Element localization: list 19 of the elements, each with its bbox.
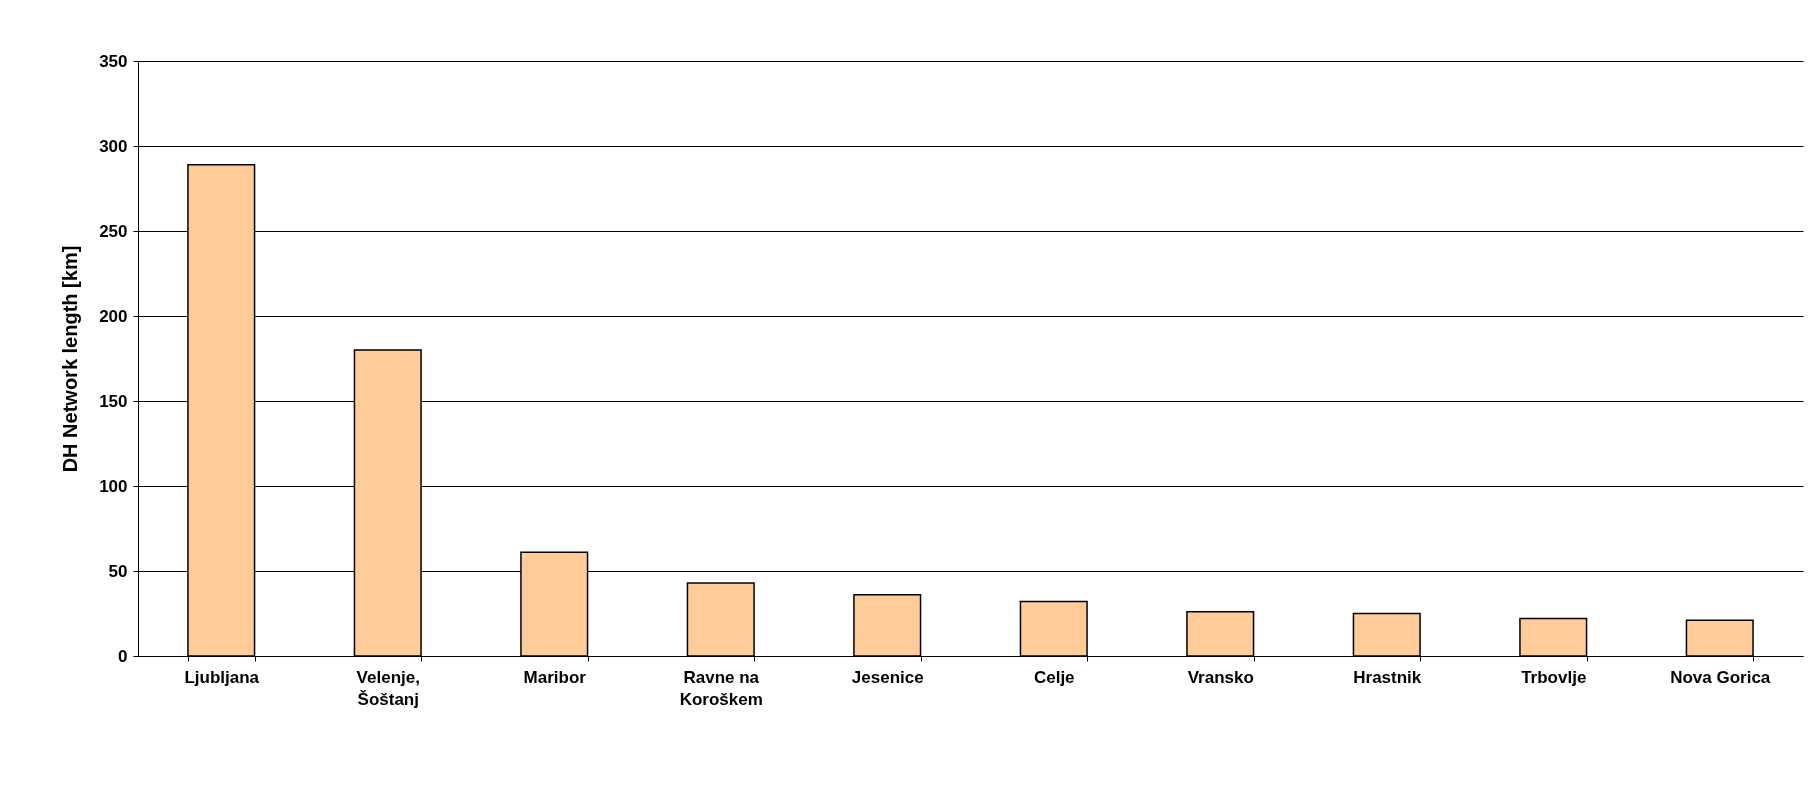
x-tick-label: Jesenice <box>851 667 924 687</box>
y-tick-label: 250 <box>99 221 128 241</box>
x-tick-label: Vransko <box>1187 667 1254 687</box>
y-axis-title: DH Network length [km] <box>59 245 82 473</box>
y-tick-label: 200 <box>99 306 128 326</box>
x-tick-label: Trbovlje <box>1521 667 1587 687</box>
x-tick-label: Hrastnik <box>1353 667 1422 687</box>
x-tick-label: Velenje, Šoštanj <box>356 667 420 709</box>
y-tick-label: 150 <box>99 391 128 411</box>
y-tick-label: 100 <box>99 476 128 496</box>
x-tick-label: Ljubljana <box>184 667 260 687</box>
y-tick-label: 350 <box>99 51 128 71</box>
x-tick-label: Nova Gorica <box>1670 667 1771 687</box>
x-tick-label: Maribor <box>523 667 587 687</box>
x-tick-label: Ravne na Koroškem <box>679 667 763 709</box>
y-tick-label: 300 <box>99 136 128 156</box>
y-tick-label: 0 <box>118 646 128 666</box>
y-tick-label: 50 <box>108 561 128 581</box>
x-tick-label: Celje <box>1033 667 1075 687</box>
